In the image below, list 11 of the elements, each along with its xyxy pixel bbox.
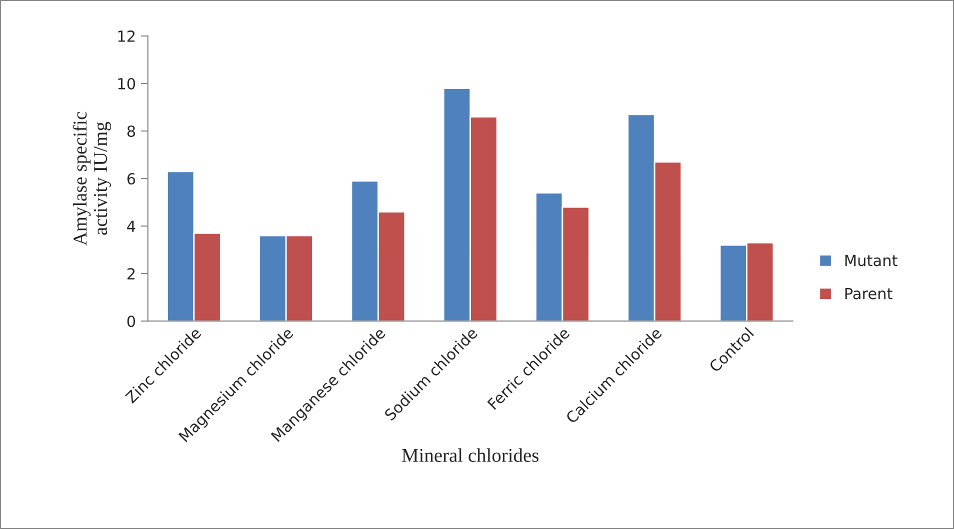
y-tick-label: 6 [127, 173, 136, 185]
y-tick-label: 2 [127, 268, 135, 280]
y-tick-label: 10 [118, 78, 136, 90]
y-tick-label: 0 [127, 316, 136, 328]
y-axis-title: Amylase specific activity IU/mg [72, 112, 112, 246]
y-tick-label: 4 [127, 220, 136, 232]
legend-label: Parent [845, 288, 892, 300]
x-axis-title: Mineral chlorides [402, 448, 538, 462]
legend-label: Mutant [845, 254, 898, 266]
y-tick-label: 12 [118, 30, 135, 42]
y-tick-label: 8 [127, 125, 136, 138]
